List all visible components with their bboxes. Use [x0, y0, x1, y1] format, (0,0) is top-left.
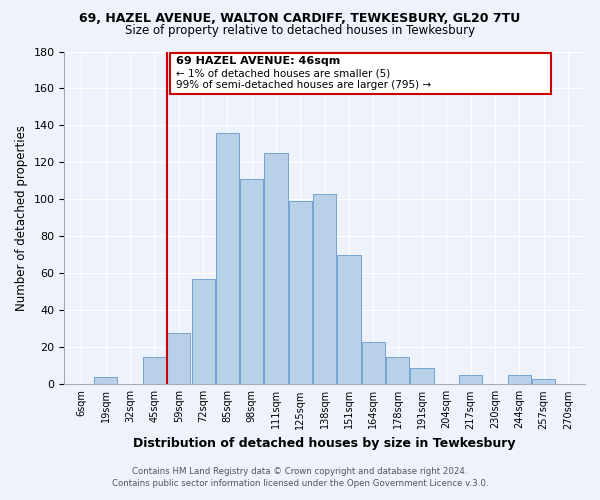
Bar — [532, 379, 555, 384]
Bar — [216, 133, 239, 384]
Y-axis label: Number of detached properties: Number of detached properties — [15, 125, 28, 311]
Text: Size of property relative to detached houses in Tewkesbury: Size of property relative to detached ho… — [125, 24, 475, 37]
Bar — [143, 356, 166, 384]
Text: Contains public sector information licensed under the Open Government Licence v.: Contains public sector information licen… — [112, 478, 488, 488]
Bar — [459, 375, 482, 384]
Text: 99% of semi-detached houses are larger (795) →: 99% of semi-detached houses are larger (… — [176, 80, 431, 90]
Bar — [410, 368, 434, 384]
Bar — [337, 255, 361, 384]
Text: 69 HAZEL AVENUE: 46sqm: 69 HAZEL AVENUE: 46sqm — [176, 56, 341, 66]
X-axis label: Distribution of detached houses by size in Tewkesbury: Distribution of detached houses by size … — [133, 437, 516, 450]
Bar — [265, 153, 287, 384]
Bar — [240, 179, 263, 384]
FancyBboxPatch shape — [170, 54, 551, 94]
Text: 69, HAZEL AVENUE, WALTON CARDIFF, TEWKESBURY, GL20 7TU: 69, HAZEL AVENUE, WALTON CARDIFF, TEWKES… — [79, 12, 521, 26]
Bar — [191, 279, 215, 384]
Text: ← 1% of detached houses are smaller (5): ← 1% of detached houses are smaller (5) — [176, 68, 391, 78]
Bar — [508, 375, 531, 384]
Bar — [362, 342, 385, 384]
Bar — [289, 202, 312, 384]
Text: Contains HM Land Registry data © Crown copyright and database right 2024.: Contains HM Land Registry data © Crown c… — [132, 467, 468, 476]
Bar — [313, 194, 336, 384]
Bar — [94, 377, 118, 384]
Bar — [167, 332, 190, 384]
Bar — [386, 356, 409, 384]
